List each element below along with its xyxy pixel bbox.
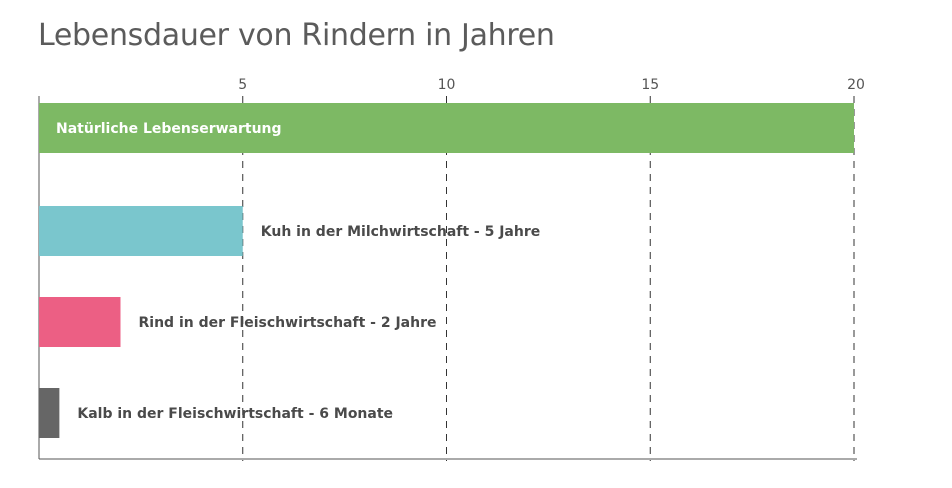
bar-label-2: Kuh in der Milchwirtschaft - 5 Jahre <box>261 224 541 240</box>
bar-label-3: Rind in der Fleischwirtschaft - 2 Jahre <box>139 315 437 331</box>
gridlines <box>242 96 855 461</box>
chart-title: Lebensdauer von Rindern in Jahren <box>38 18 555 53</box>
x-tick-label-5: 5 <box>238 77 247 93</box>
tick-labels: 5 10 15 20 <box>238 77 865 93</box>
bars <box>39 103 854 438</box>
x-tick-label-15: 15 <box>641 77 659 93</box>
bar-label-1: Natürliche Lebenserwartung <box>56 121 282 137</box>
x-tick-label-10: 10 <box>438 77 456 93</box>
bar-label-4: Kalb in der Fleischwirtschaft - 6 Monate <box>77 406 393 422</box>
bar-1 <box>39 103 854 153</box>
bar-3 <box>39 297 121 347</box>
x-tick-label-20: 20 <box>847 77 865 93</box>
bar-labels: Natürliche Lebenserwartung Kuh in der Mil… <box>56 121 540 422</box>
bar-4 <box>39 388 60 438</box>
bar-2 <box>39 206 243 256</box>
